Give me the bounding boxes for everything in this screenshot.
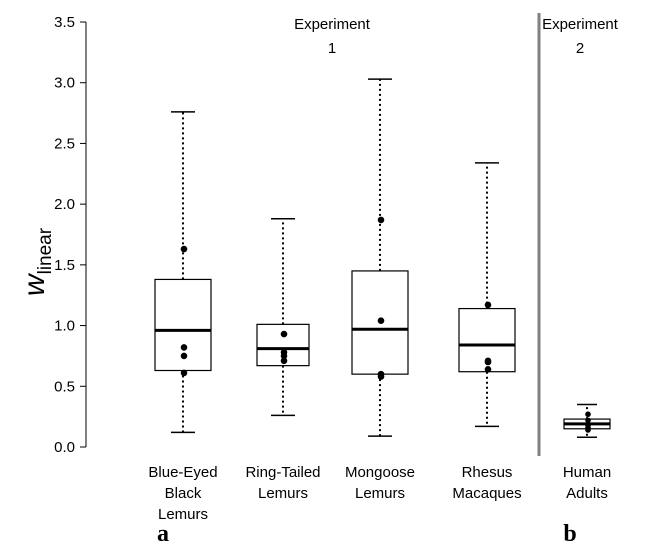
box-plot-3 xyxy=(351,78,409,437)
data-point xyxy=(585,411,591,418)
y-tick-label: 3.0 xyxy=(54,75,75,92)
category-label: Rhesus xyxy=(462,464,513,481)
data-point xyxy=(180,344,188,351)
experiment-2-label-line2: 2 xyxy=(576,40,584,57)
data-point xyxy=(484,301,492,309)
y-axis-title: wlinear xyxy=(18,227,56,296)
data-point xyxy=(585,417,591,424)
y-tick-label: 0.0 xyxy=(54,439,75,456)
y-tick-label: 2.0 xyxy=(54,196,75,213)
category-label: Macaques xyxy=(452,485,521,502)
experiment-2-label-line1: Experiment xyxy=(542,16,619,33)
experiment-1-label-line1: Experiment xyxy=(294,16,371,33)
data-point xyxy=(280,357,288,365)
y-axis: 0.0 0.5 1.0 1.5 2.0 2.5 3.0 3.5 xyxy=(54,14,87,456)
category-label: Lemurs xyxy=(258,485,308,502)
box-plot-1 xyxy=(154,111,212,434)
data-point xyxy=(484,358,492,366)
y-tick-label: 1.0 xyxy=(54,318,75,335)
panel-label-a: a xyxy=(157,521,169,544)
y-axis-title-subscript: linear xyxy=(35,227,56,274)
data-point xyxy=(377,373,385,380)
category-label: Black xyxy=(165,485,202,502)
category-label: Mongoose xyxy=(345,464,415,481)
y-ticks: 0.0 0.5 1.0 1.5 2.0 2.5 3.0 3.5 xyxy=(54,14,86,456)
y-tick-label: 3.5 xyxy=(54,14,75,31)
box-series xyxy=(154,78,611,439)
data-point xyxy=(280,352,288,360)
box-plot-4 xyxy=(458,162,516,428)
category-label: Ring-Tailed xyxy=(245,464,320,481)
box-plot-5 xyxy=(563,403,611,439)
experiment-2-annotation: Experiment 2 xyxy=(542,16,619,57)
data-point xyxy=(180,369,188,377)
category-label: Lemurs xyxy=(355,485,405,502)
data-point xyxy=(377,216,385,224)
experiment-1-annotation: Experiment 1 xyxy=(294,16,371,57)
data-point xyxy=(180,352,188,360)
y-tick-label: 2.5 xyxy=(54,135,75,152)
box-plot-2 xyxy=(256,217,310,417)
category-label: Lemurs xyxy=(158,506,208,523)
data-point xyxy=(377,317,385,325)
data-point xyxy=(484,365,492,373)
y-tick-label: 0.5 xyxy=(54,378,75,395)
data-point xyxy=(585,427,591,433)
panel-label-b: b xyxy=(563,521,576,544)
data-point xyxy=(280,330,288,338)
category-label: Adults xyxy=(566,485,608,502)
experiment-1-label-line2: 1 xyxy=(328,40,336,57)
category-labels: Blue-Eyed Black Lemurs Ring-Tailed Lemurs Mon… xyxy=(148,464,611,523)
data-point xyxy=(180,245,188,253)
y-axis-title-main: w xyxy=(18,272,51,296)
category-label: Human xyxy=(563,464,611,481)
category-label: Blue-Eyed xyxy=(148,464,217,481)
y-tick-label: 1.5 xyxy=(54,257,75,274)
